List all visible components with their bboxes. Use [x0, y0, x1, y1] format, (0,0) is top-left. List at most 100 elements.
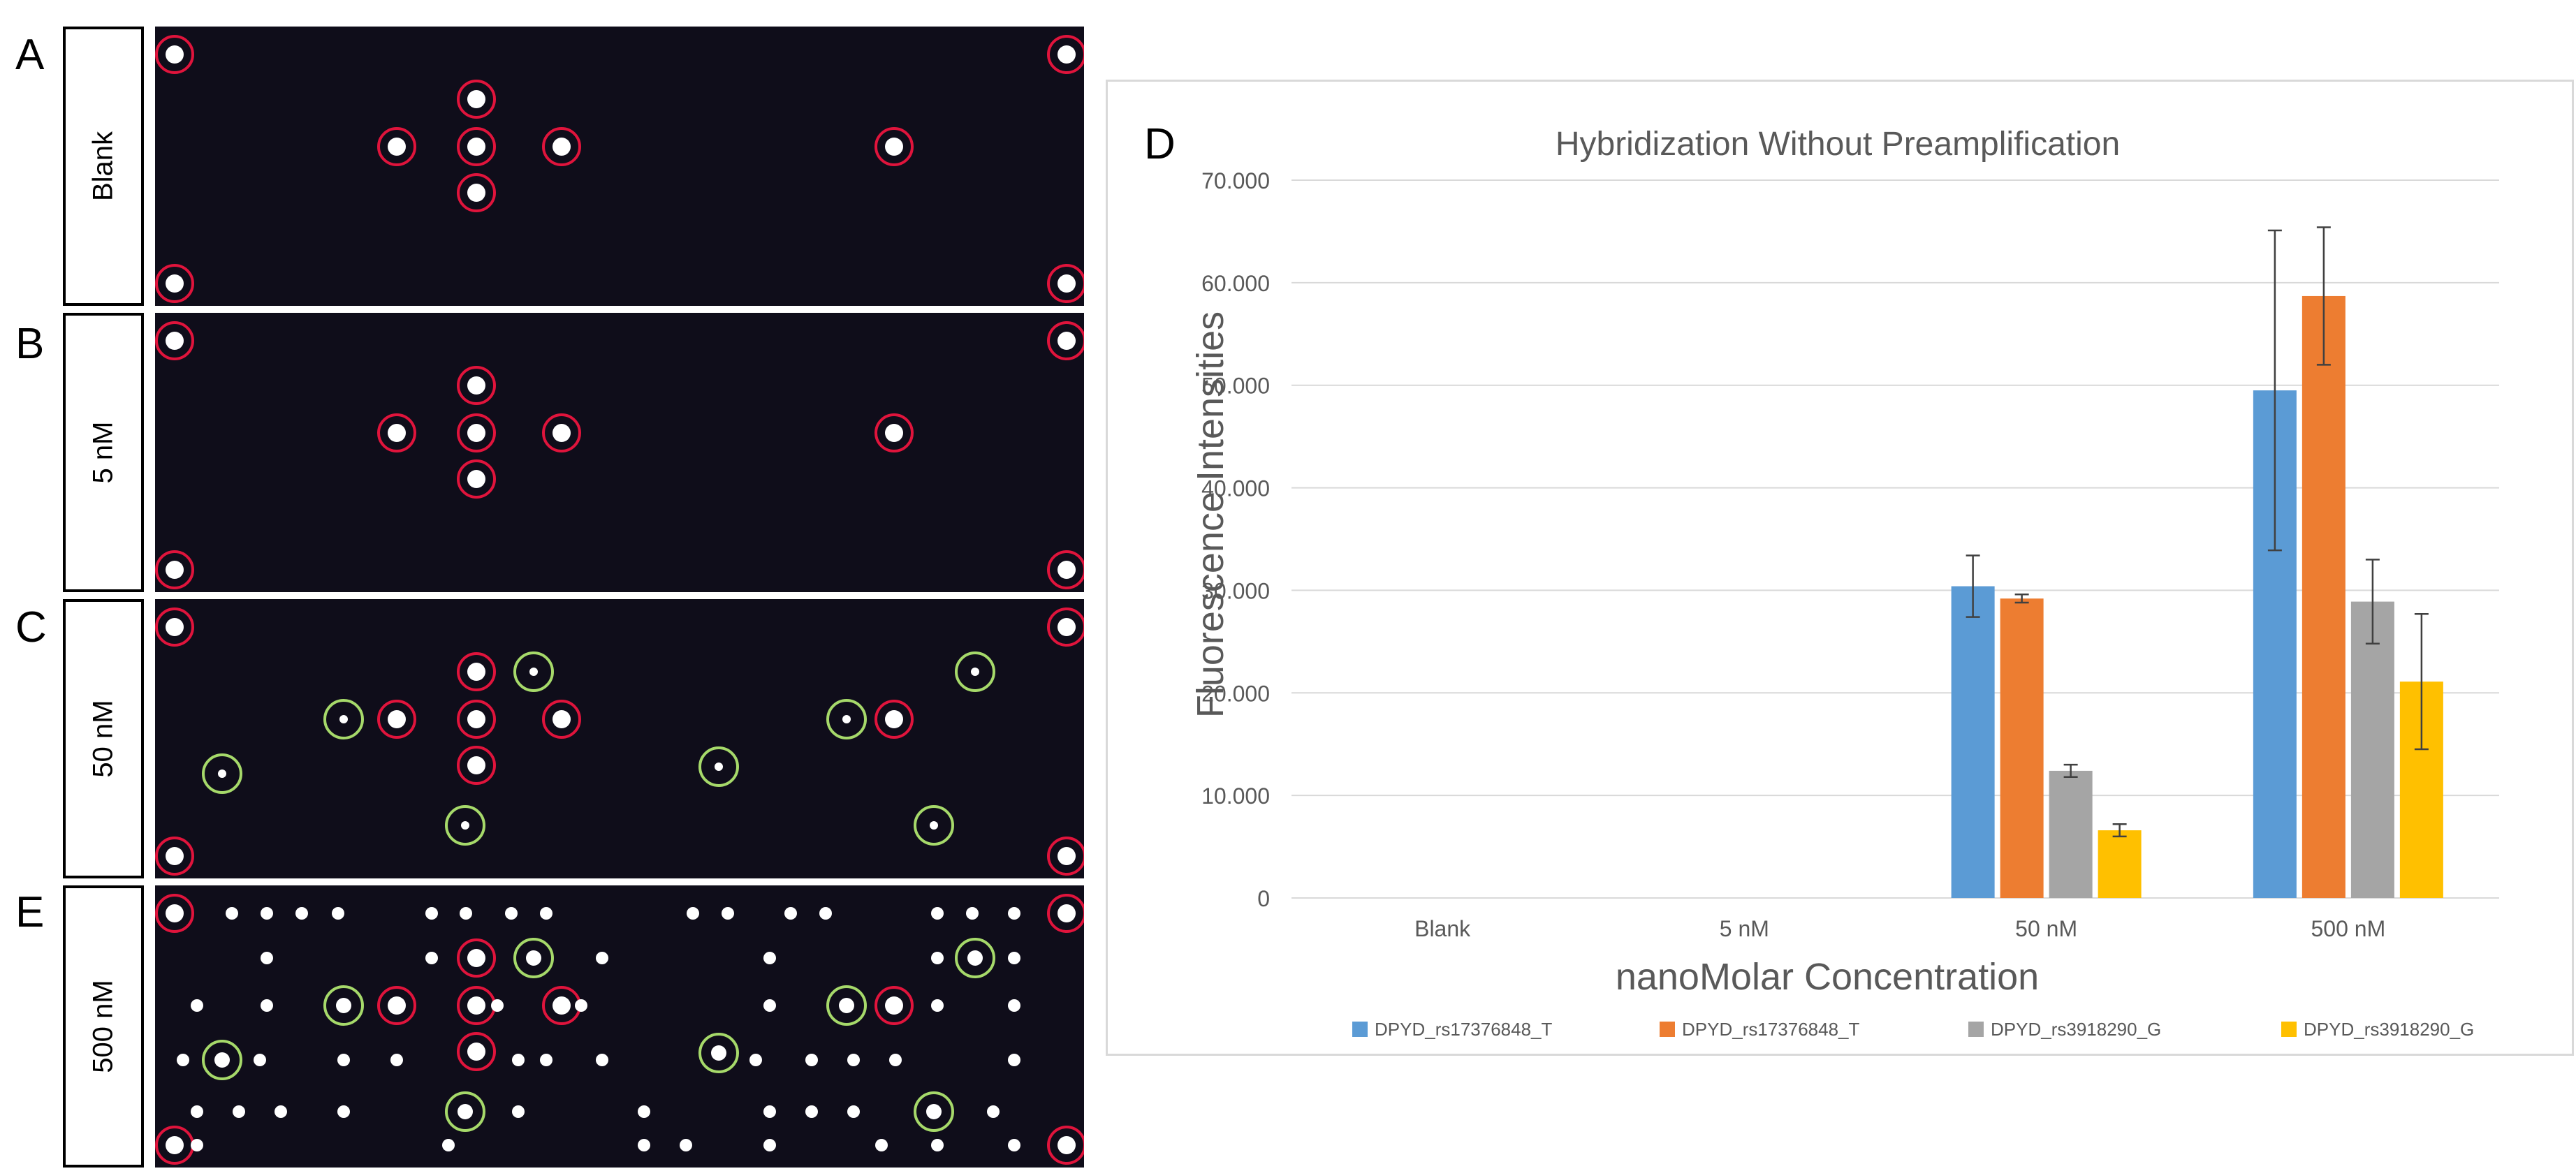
marker-circle: [457, 652, 496, 691]
marker-spot: [166, 847, 184, 865]
error-bar: [2112, 823, 2127, 838]
target-spot: [526, 950, 541, 966]
x-tick-label: Blank: [1414, 916, 1471, 941]
error-bar: [2365, 559, 2380, 645]
fluorescent-spot: [722, 907, 734, 920]
marker-circle: [1047, 264, 1084, 303]
marker-spot: [467, 996, 485, 1015]
marker-spot: [388, 424, 406, 442]
fluorescent-spot: [1008, 999, 1020, 1012]
marker-spot: [467, 470, 485, 488]
fluorescent-spot: [596, 952, 608, 964]
bar: [2350, 601, 2394, 898]
marker-spot: [388, 996, 406, 1015]
marker-circle: [155, 894, 194, 933]
target-circle: [513, 938, 554, 978]
marker-spot: [166, 1136, 184, 1154]
x-tick-label: 50 nM: [2015, 916, 2077, 941]
marker-circle: [457, 459, 496, 499]
marker-circle: [1047, 837, 1084, 876]
marker-spot: [552, 996, 571, 1015]
fluorescent-spot: [819, 907, 832, 920]
fluorescent-spot: [512, 1054, 525, 1066]
fluorescent-spot: [638, 1139, 650, 1151]
target-circle: [955, 938, 995, 978]
legend-item: DPYD_rs3918290_G: [2281, 1019, 2474, 1040]
legend-label: DPYD_rs3918290_G: [2304, 1019, 2474, 1040]
marker-circle: [155, 264, 194, 303]
marker-spot: [1058, 561, 1076, 579]
fluorescent-spot: [875, 1139, 888, 1151]
error-bar: [2316, 226, 2331, 366]
error-bar: [1966, 554, 1980, 618]
target-circle: [826, 985, 867, 1026]
marker-spot: [1058, 45, 1076, 64]
marker-spot: [388, 710, 406, 728]
bar-chart: D Hybridization Without Preamplification…: [1144, 120, 2499, 1040]
row-label-5nm: 5 nM: [63, 313, 144, 592]
x-axis-label: nanoMolar Concentration: [1616, 956, 2039, 998]
legend-swatch: [1352, 1022, 1368, 1037]
microarray-image-blank: [155, 27, 1084, 306]
microarray-image-5nm: [155, 313, 1084, 592]
fluorescent-spot: [931, 1139, 944, 1151]
fluorescent-spot: [191, 1105, 203, 1118]
target-spot: [930, 821, 938, 830]
target-spot: [842, 715, 851, 723]
marker-spot: [467, 376, 485, 395]
marker-spot: [552, 138, 571, 156]
marker-spot: [1058, 1136, 1076, 1154]
fluorescent-spot: [226, 907, 238, 920]
marker-circle: [457, 173, 496, 212]
panel-letter-e: E: [15, 888, 45, 936]
fluorescent-spot: [966, 907, 979, 920]
marker-circle: [457, 938, 496, 978]
fluorescent-spot: [763, 999, 776, 1012]
panel-letter-d: D: [1144, 120, 1176, 168]
target-spot: [214, 1052, 230, 1068]
target-circle: [202, 753, 242, 794]
marker-spot: [467, 710, 485, 728]
target-circle: [202, 1040, 242, 1080]
marker-spot: [467, 756, 485, 774]
fluorescent-spot: [763, 1105, 776, 1118]
marker-circle: [377, 413, 416, 452]
row-label-500nm: 500 nM: [63, 885, 144, 1168]
marker-circle: [874, 127, 914, 166]
fluorescent-spot: [505, 907, 518, 920]
target-spot: [458, 1104, 473, 1119]
marker-spot: [467, 949, 485, 967]
marker-spot: [166, 904, 184, 922]
marker-circle: [457, 80, 496, 119]
y-tick-label: 0: [1257, 886, 1270, 911]
fluorescent-spot: [261, 907, 273, 920]
error-bar: [2063, 763, 2078, 778]
fluorescent-spot: [390, 1054, 403, 1066]
y-tick-label: 50.000: [1201, 374, 1270, 399]
fluorescent-spot: [261, 952, 273, 964]
legend-label: DPYD_rs3918290_G: [1991, 1019, 2161, 1040]
fluorescent-spot: [425, 907, 438, 920]
marker-circle: [155, 837, 194, 876]
marker-circle: [377, 700, 416, 739]
fluorescent-spot: [254, 1054, 266, 1066]
error-bar: [2014, 594, 2029, 604]
target-spot: [967, 950, 983, 966]
y-tick-label: 40.000: [1201, 476, 1270, 501]
target-circle: [826, 699, 867, 739]
fluorescent-spot: [275, 1105, 287, 1118]
bar: [2098, 830, 2142, 898]
fluorescent-spot: [931, 999, 944, 1012]
marker-spot: [1058, 904, 1076, 922]
marker-spot: [166, 618, 184, 636]
bar: [2000, 598, 2044, 898]
target-circle: [323, 699, 364, 739]
fluorescent-spot: [191, 1139, 203, 1151]
marker-spot: [467, 424, 485, 442]
marker-circle: [457, 413, 496, 452]
row-label-text: Blank: [87, 131, 119, 202]
target-circle: [698, 1033, 739, 1073]
target-spot: [218, 769, 226, 778]
marker-spot: [388, 138, 406, 156]
legend-item: DPYD_rs17376848_T: [1352, 1019, 1552, 1040]
